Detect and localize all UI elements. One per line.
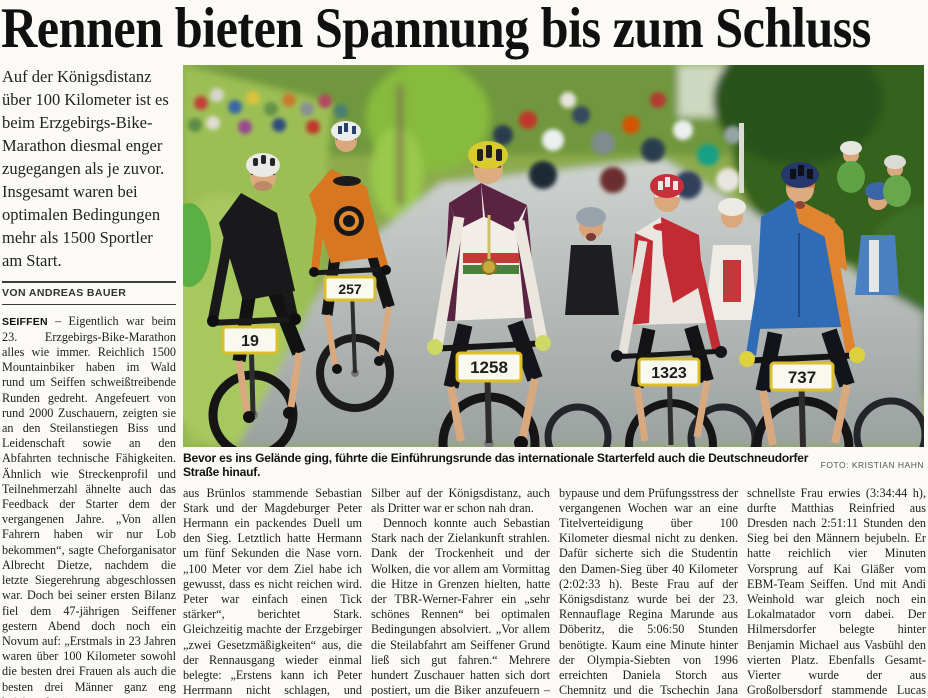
paragraph: Dennoch konnte auch Sebastian Stark nach… (371, 516, 550, 696)
article-column-3: Silber auf der Königsdistanz, auch als D… (371, 486, 550, 696)
paragraph-text: – Eigentlich war beim 23. Erzgebirgs-Bik… (2, 313, 176, 698)
bib-plate: 257 (323, 275, 377, 302)
article-layout: Auf der Königsdistanz über 100 Kilometer… (0, 64, 928, 698)
bib-plate: 1323 (637, 357, 701, 387)
bib-number: 257 (338, 281, 362, 297)
dateline: SEIFFEN (2, 315, 48, 328)
photo-figure: 19 (183, 64, 924, 481)
bib-number: 737 (788, 368, 816, 387)
bib-number: 1323 (651, 365, 687, 382)
article-column-2: aus Brünlos stammende Sebastian Stark un… (183, 486, 362, 696)
paragraph: bypause und dem Prüfungsstress der verga… (559, 485, 738, 696)
background-pack (493, 91, 742, 199)
bib-plate: 19 (221, 325, 279, 355)
rider-257: 257 (309, 120, 395, 412)
byline: VON ANDREAS BAUER (2, 286, 127, 299)
paragraph: aus Brünlos stammende Sebastian Stark un… (183, 485, 362, 696)
roadside-post (739, 122, 744, 193)
photo-caption: Bevor es ins Gelände ging, führte die Ei… (183, 450, 809, 479)
midground-riders (183, 140, 924, 447)
photo-caption-row: Bevor es ins Gelände ging, führte die Ei… (183, 447, 924, 481)
rider-1258: 1258 (427, 140, 551, 447)
headline: Rennen bieten Spannung bis zum Schluss (1, 0, 871, 61)
byline-block: VON ANDREAS BAUER (2, 280, 176, 305)
bib-number: 19 (241, 333, 259, 350)
lede: Auf der Königsdistanz über 100 Kilometer… (2, 66, 169, 270)
article-column-left: SEIFFEN – Eigentlich war beim 23. Erzgeb… (2, 314, 176, 698)
article-column-4: bypause und dem Prüfungsstress der verga… (559, 486, 738, 696)
rider-737: 737 (739, 161, 865, 447)
bib-number: 1258 (470, 358, 508, 377)
right-area: 19 (183, 64, 926, 698)
paragraph: schnellste Frau erwies (3:34:44 h), durf… (747, 485, 926, 696)
rider-1323: 1323 (611, 173, 727, 447)
paragraph: Silber auf der Königsdistanz, auch als D… (371, 485, 550, 515)
article-column-5: schnellste Frau erwies (3:34:44 h), durf… (747, 486, 926, 696)
bib-plate: 1258 (455, 351, 523, 383)
bottom-columns: aus Brünlos stammende Sebastian Stark un… (183, 486, 926, 696)
bib-plate: 737 (769, 361, 835, 392)
photo-credit: FOTO: KRISTIAN HAHN (820, 459, 924, 470)
paragraph: SEIFFEN – Eigentlich war beim 23. Erzgeb… (2, 314, 176, 698)
rider-19: 19 (207, 152, 306, 447)
race-photo: 19 (183, 64, 924, 447)
left-column: Auf der Königsdistanz über 100 Kilometer… (2, 65, 183, 698)
